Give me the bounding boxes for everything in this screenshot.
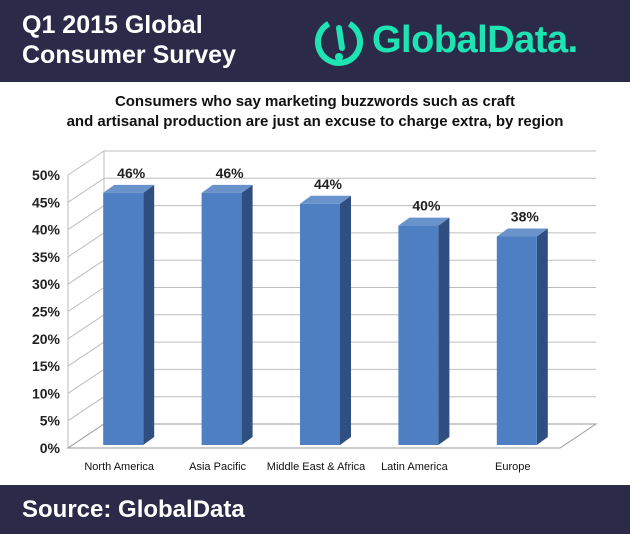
bar-side — [241, 184, 253, 445]
globaldata-logo-icon — [315, 18, 363, 66]
bar — [398, 225, 439, 445]
bar — [496, 236, 537, 445]
gridline-side — [67, 259, 105, 285]
bar — [103, 192, 144, 445]
y-tick-label: 35% — [32, 249, 61, 265]
globaldata-logo: GlobalData. — [312, 12, 622, 72]
x-tick-label: Europe — [495, 461, 530, 473]
x-tick-label: Asia Pacific — [189, 461, 246, 473]
footer-banner: Source: GlobalData — [0, 485, 630, 534]
bar-side — [536, 228, 548, 445]
subtitle-line-2: and artisanal production are just an exc… — [66, 113, 564, 130]
data-label: 40% — [412, 198, 441, 214]
data-label: 46% — [216, 165, 245, 181]
subtitle-line-1: Consumers who say marketing buzzwords su… — [114, 93, 516, 110]
y-tick-label: 45% — [32, 194, 61, 210]
bar — [201, 192, 242, 445]
bar-top — [103, 184, 155, 193]
gridline-side — [67, 205, 105, 231]
y-tick-label: 50% — [32, 167, 61, 183]
y-tick-label: 10% — [32, 385, 61, 401]
title-line-1: Q1 2015 Global — [22, 11, 203, 39]
data-label: 38% — [511, 209, 540, 225]
bar-top — [201, 184, 253, 193]
source-label: Source: GlobalData — [22, 496, 245, 523]
data-label: 44% — [314, 176, 343, 192]
y-tick-label: 0% — [40, 440, 61, 456]
gridline-side — [67, 314, 105, 340]
chart-subtitle: Consumers who say marketing buzzwords su… — [0, 92, 630, 132]
bar-top — [300, 195, 351, 204]
y-tick-label: 20% — [32, 331, 61, 347]
y-tick-label: 5% — [40, 413, 61, 429]
gridline-side — [67, 368, 105, 394]
y-tick-label: 25% — [32, 304, 61, 320]
bar-side — [143, 184, 155, 445]
x-tick-label: Latin America — [381, 461, 449, 473]
data-label: 46% — [117, 165, 146, 181]
y-tick-label: 40% — [32, 222, 61, 238]
y-tick-label: 15% — [32, 358, 61, 374]
gridline-side — [67, 287, 105, 312]
x-tick-label: Middle East & Africa — [267, 461, 366, 473]
title-line-2: Consumer Survey — [22, 41, 236, 69]
gridline-side — [67, 177, 105, 203]
header-banner: Q1 2015 Global Consumer Survey GlobalDat… — [0, 0, 630, 82]
gridline-side — [67, 150, 105, 176]
page-title: Q1 2015 Global Consumer Survey — [22, 10, 236, 70]
x-tick-label: North America — [84, 461, 155, 473]
bar — [300, 203, 340, 445]
gridline-side — [67, 396, 105, 422]
bar-top — [496, 228, 548, 237]
globaldata-logo-text: GlobalData. — [372, 19, 578, 61]
bar-top — [398, 217, 450, 226]
gridline-side — [67, 232, 105, 258]
bar-side — [340, 195, 351, 445]
gridline-side — [67, 341, 105, 367]
bar-chart: 0% 5% 10% 15% 20% 25% 30% 35% 40% 45% 50% 46% North … — [32, 150, 598, 473]
y-tick-label: 30% — [32, 276, 61, 292]
bar-side — [438, 217, 450, 445]
